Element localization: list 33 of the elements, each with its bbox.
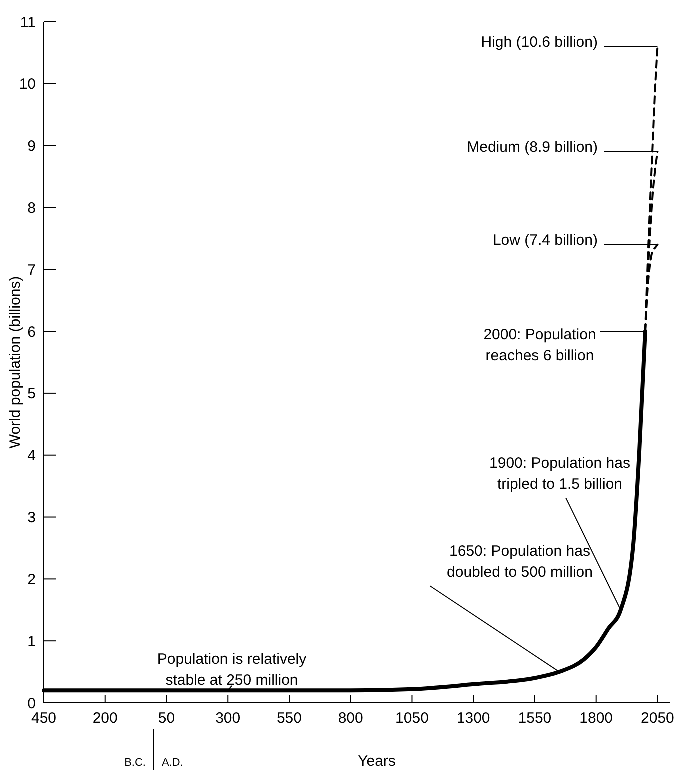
x-axis-title: Years bbox=[358, 753, 396, 770]
y-axis-title: World population (billions) bbox=[7, 276, 24, 449]
y-tick-label: 4 bbox=[28, 448, 36, 465]
x-tick-label: 1550 bbox=[518, 710, 552, 727]
annotation: High (10.6 billion) bbox=[481, 34, 598, 51]
text: A.D. bbox=[162, 757, 184, 769]
y-tick-label: 8 bbox=[28, 200, 36, 217]
y-tick-label: 11 bbox=[20, 14, 36, 32]
x-tick-label: 450 bbox=[31, 710, 57, 727]
x-tick-label: 50 bbox=[158, 710, 176, 727]
y-tick-label: 7 bbox=[28, 262, 36, 279]
y-tick-label: 2 bbox=[28, 571, 36, 588]
x-tick-label: 2050 bbox=[641, 710, 674, 727]
x-tick-label: 1800 bbox=[580, 710, 614, 727]
annotation: 2000: Population reaches 6 billion bbox=[484, 326, 596, 365]
x-tick-label: 200 bbox=[92, 710, 118, 727]
x-tick-label: 800 bbox=[338, 710, 364, 727]
y-tick-label: 6 bbox=[28, 324, 36, 341]
x-tick-label: 300 bbox=[216, 710, 241, 727]
annotation: 1650: Population has doubled to 500 million bbox=[447, 543, 593, 581]
annotation: 1900: Population has tripled to 1.5 billion bbox=[490, 455, 630, 493]
x-tick-label: 1300 bbox=[456, 710, 490, 727]
x-tick-label: 1050 bbox=[396, 710, 429, 727]
text: B.C. bbox=[124, 757, 146, 769]
y-tick-label: 5 bbox=[28, 386, 36, 403]
y-tick-label: 10 bbox=[19, 76, 36, 94]
y-tick-label: 9 bbox=[28, 138, 36, 156]
y-tick-label: 3 bbox=[28, 510, 36, 527]
y-tick-label: 0 bbox=[28, 695, 36, 712]
annotation: Medium (8.9 billion) bbox=[467, 139, 598, 156]
x-tick-label: 550 bbox=[276, 710, 302, 727]
y-tick-label: 1 bbox=[28, 633, 36, 650]
annotation: Low (7.4 billion) bbox=[492, 232, 598, 249]
